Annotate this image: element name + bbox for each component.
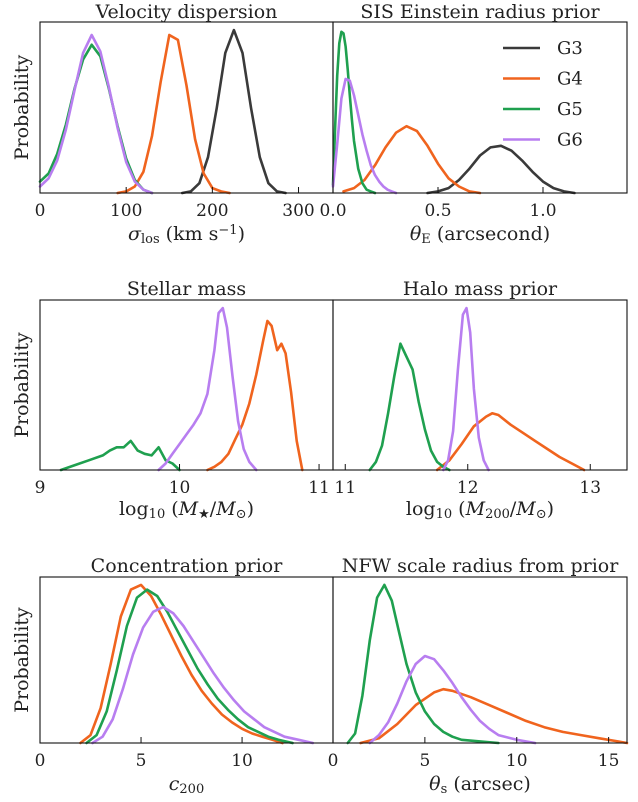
axes-frame bbox=[332, 299, 628, 471]
legend-label-g4: G4 bbox=[557, 69, 583, 90]
x-tick-label: 0 bbox=[35, 751, 46, 771]
series-line-g4 bbox=[359, 687, 629, 745]
panel-title: Velocity dispersion bbox=[95, 1, 278, 23]
axes-frame bbox=[39, 21, 334, 194]
x-tick-label: 10 bbox=[506, 751, 528, 771]
y-axis-label: Probability bbox=[11, 332, 33, 438]
panel-1: 0 100 200 300 Velocity dispersion σlos (km s−… bbox=[11, 1, 334, 247]
x-axis-label: c200 bbox=[169, 773, 204, 797]
x-tick-label: 0.0 bbox=[319, 201, 346, 221]
x-tick-label: 11 bbox=[308, 478, 330, 498]
series-line-g6 bbox=[442, 306, 490, 472]
x-tick-label: 200 bbox=[196, 201, 228, 221]
panel-title: Concentration prior bbox=[91, 555, 284, 577]
y-axis-label: Probability bbox=[11, 54, 33, 160]
series-line-g5 bbox=[368, 342, 451, 472]
series-line-g4 bbox=[79, 583, 284, 745]
x-tick-label: 11 bbox=[334, 478, 356, 498]
x-tick-label: 0.5 bbox=[424, 201, 451, 221]
series-line-g5 bbox=[59, 439, 181, 472]
panel-4: 11 12 13 Halo mass prior log10 (M200/M⊙) bbox=[332, 278, 628, 522]
x-tick-label: 9 bbox=[35, 478, 46, 498]
series-line-g6 bbox=[157, 306, 258, 472]
x-tick-label: 12 bbox=[457, 478, 479, 498]
series-line-g5 bbox=[346, 583, 500, 745]
x-tick-label: 300 bbox=[282, 201, 314, 221]
x-tick-label: 1.0 bbox=[529, 201, 556, 221]
y-axis-label: Probability bbox=[11, 607, 33, 713]
axes-frame bbox=[332, 576, 628, 744]
series-line-g5 bbox=[38, 43, 154, 195]
series-line-g4 bbox=[435, 412, 586, 472]
x-tick-label: 10 bbox=[169, 478, 191, 498]
series-line-g4 bbox=[342, 124, 482, 195]
panel-3: 9 10 11 Stellar mass log10 (M★/M⊙) Probabilit… bbox=[11, 278, 334, 522]
x-tick-label: 10 bbox=[231, 751, 253, 771]
x-tick-label: 100 bbox=[110, 201, 142, 221]
legend: G3 G4 G5 G6 bbox=[503, 38, 583, 151]
legend-label-g3: G3 bbox=[557, 38, 583, 59]
panel-title: SIS Einstein radius prior bbox=[360, 1, 600, 23]
series-line-g3 bbox=[426, 144, 576, 195]
panel-6: 0 5 10 15 NFW scale radius from prior θs (arc… bbox=[328, 555, 629, 797]
axes-frame bbox=[332, 21, 628, 194]
series-line-g4 bbox=[206, 319, 304, 472]
legend-label-g5: G5 bbox=[557, 99, 583, 120]
series-line-g4 bbox=[116, 33, 231, 195]
x-tick-label: 0 bbox=[35, 201, 46, 221]
axes-frame bbox=[39, 576, 334, 744]
series-line-g6 bbox=[368, 654, 537, 745]
x-tick-label: 5 bbox=[419, 751, 430, 771]
x-tick-label: 0 bbox=[328, 751, 339, 771]
series-line-g3 bbox=[180, 28, 287, 195]
series-line-g5 bbox=[331, 30, 377, 195]
panel-title: NFW scale radius from prior bbox=[342, 555, 620, 577]
series-line-g5 bbox=[85, 588, 294, 745]
x-tick-label: 13 bbox=[579, 478, 601, 498]
x-axis-label: θs (arcsec) bbox=[429, 773, 531, 797]
x-tick-label: 5 bbox=[136, 751, 147, 771]
series-line-g6 bbox=[38, 33, 154, 195]
legend-label-g6: G6 bbox=[557, 130, 583, 151]
panel-2: 0.0 0.5 1.0 SIS Einstein radius prior θE (ar… bbox=[319, 1, 628, 247]
x-axis-label: log10 (M200/M⊙) bbox=[406, 498, 554, 522]
x-tick-label: 15 bbox=[598, 751, 620, 771]
x-axis-label: θE (arcsecond) bbox=[410, 223, 550, 247]
series-line-g6 bbox=[91, 605, 315, 745]
panel-title: Stellar mass bbox=[127, 278, 246, 300]
panel-title: Halo mass prior bbox=[403, 278, 558, 300]
series-line-g6 bbox=[331, 77, 398, 195]
x-axis-label: σlos (km s−1) bbox=[128, 223, 245, 247]
x-axis-label: log10 (M★/M⊙) bbox=[119, 498, 254, 522]
panel-5: 0 5 10 Concentration prior c200 Probability bbox=[11, 555, 334, 797]
